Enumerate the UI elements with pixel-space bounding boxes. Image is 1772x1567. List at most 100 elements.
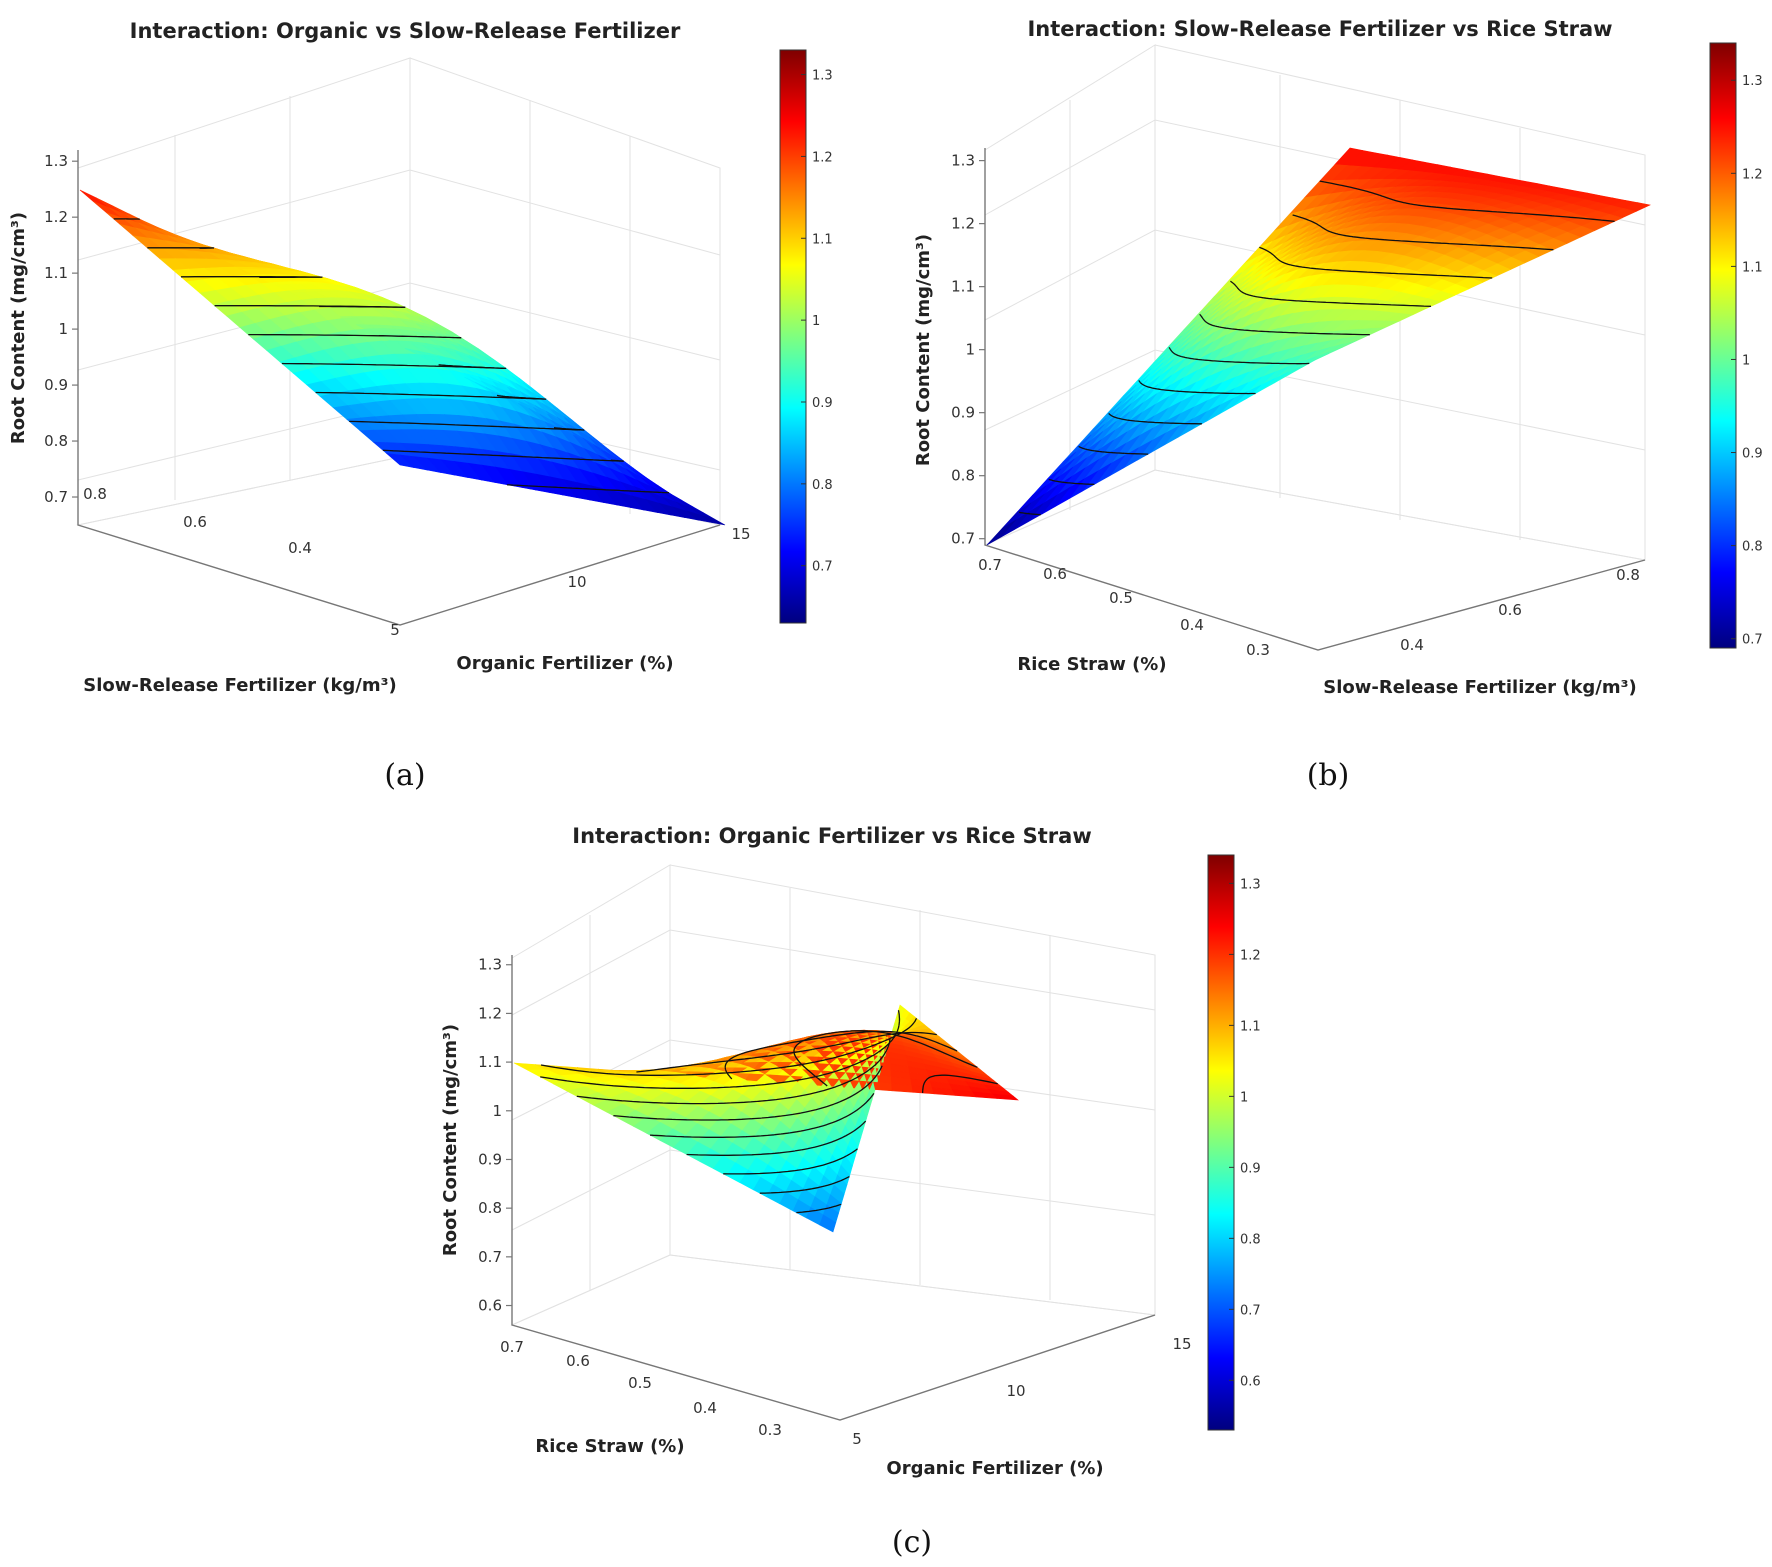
colorbar-tick-label: 0.8 (1240, 1232, 1261, 1247)
panel-b-zlabel: Root Content (mg/cm³) (913, 234, 934, 466)
colorbar-tick-label: 0.9 (1240, 1161, 1261, 1176)
colorbar-tick-label: 1 (812, 314, 820, 329)
panel-b-axes (984, 148, 1646, 651)
panel-c-y-ticks: 0.3 0.4 0.5 0.6 0.7 (500, 1338, 782, 1439)
panel-c-colorbar: 0.6 0.7 0.8 0.9 1 1.1 1.2 1.3 (1207, 854, 1261, 1431)
panel-b-colorbar: 0.7 0.8 0.9 1 1.1 1.2 1.3 (1709, 42, 1763, 649)
panel-b-caption: (b) (1307, 758, 1350, 793)
contour-line (1078, 445, 1149, 455)
colorbar-tick-label: 0.7 (812, 560, 833, 575)
contour-line (1259, 246, 1493, 279)
colorbar-tick-label: 0.8 (812, 478, 833, 493)
x-tick-label: 15 (1172, 1335, 1191, 1353)
x-tick-label: 5 (390, 621, 400, 639)
z-tick-label: 1.3 (478, 956, 502, 974)
x-tick-label: 5 (852, 1430, 862, 1448)
x-tick-label: 10 (567, 573, 586, 591)
y-tick-label: 0.7 (978, 556, 1002, 574)
panel-c-caption: (c) (892, 1525, 932, 1560)
x-tick-label: 0.6 (1498, 601, 1522, 619)
colorbar-tick-label: 0.9 (812, 396, 833, 411)
panel-b-title: Interaction: Slow-Release Fertilizer vs … (1027, 17, 1612, 41)
colorbar-tick-label: 1.1 (812, 232, 833, 247)
contour-line (796, 1203, 842, 1214)
contour-line (1048, 478, 1095, 486)
z-tick-label: 0.8 (951, 467, 975, 485)
contour-line (759, 1176, 850, 1194)
contour-line (1230, 280, 1432, 307)
panel-b-z-ticks: 0.7 0.8 0.9 1 1.1 1.2 1.3 (951, 152, 985, 548)
contour-line (507, 484, 670, 494)
contour-line (613, 1065, 883, 1121)
panel-a-axes (77, 150, 721, 626)
z-tick-label: 0.6 (478, 1297, 502, 1315)
colorbar-bar (1207, 854, 1235, 1431)
colorbar-tick-label: 1.1 (1240, 1019, 1261, 1034)
colorbar-tick-label: 0.8 (1742, 540, 1763, 555)
contour-line (1018, 511, 1041, 516)
x-tick-label: 0.8 (1616, 566, 1640, 584)
colorbar-tick-label: 1.2 (1240, 948, 1261, 963)
contour-line (649, 1093, 875, 1138)
panel-b-y-ticks: 0.3 0.4 0.5 0.6 0.7 (978, 556, 1270, 659)
z-tick-label: 0.7 (478, 1248, 502, 1266)
colorbar-tick-label: 0.7 (1742, 633, 1763, 648)
contour-line (181, 276, 323, 279)
contour-line (349, 420, 585, 431)
panel-c-title: Interaction: Organic Fertilizer vs Rice … (572, 824, 1091, 848)
z-tick-label: 1 (58, 320, 68, 338)
contour-line (793, 1030, 978, 1087)
panel-a-zlabel: Root Content (mg/cm³) (8, 212, 29, 444)
z-tick-label: 1.2 (951, 215, 975, 233)
panel-b-surface (986, 147, 1651, 546)
z-tick-label: 0.7 (44, 488, 68, 506)
y-tick-label: 0.5 (1109, 589, 1133, 607)
y-tick-label: 0.7 (500, 1338, 524, 1356)
colorbar-tick-label: 1 (1240, 1090, 1248, 1105)
contour-line (248, 333, 462, 339)
contour-line (281, 362, 507, 370)
y-tick-label: 0.3 (758, 1421, 782, 1439)
colorbar-bar (779, 49, 807, 624)
contour-line (1292, 214, 1554, 251)
contour-line (723, 1148, 858, 1175)
panel-a-surface (79, 189, 726, 526)
colorbar-tick-label: 1.3 (812, 69, 833, 84)
contour-line (576, 1037, 891, 1105)
z-tick-label: 0.7 (951, 530, 975, 548)
panel-b: Interaction: Slow-Release Fertilizer vs … (913, 17, 1763, 793)
x-tick-label: 15 (731, 525, 750, 543)
panel-c-xlabel: Organic Fertilizer (%) (886, 1458, 1103, 1479)
contour-line (686, 1120, 867, 1156)
z-tick-label: 1 (965, 341, 975, 359)
panel-a-ylabel: Slow-Release Fertilizer (kg/m³) (83, 675, 397, 696)
surface-patch (992, 1093, 1019, 1101)
z-tick-label: 1.2 (44, 208, 68, 226)
y-tick-label: 0.8 (83, 485, 107, 503)
z-tick-label: 0.9 (951, 404, 975, 422)
y-tick-label: 0.4 (1180, 616, 1204, 634)
panel-c-axes (511, 955, 1156, 1421)
x-tick-label: 10 (1006, 1382, 1025, 1400)
panel-a-title: Interaction: Organic vs Slow-Release Fer… (130, 19, 681, 43)
y-tick-label: 0.5 (628, 1374, 652, 1392)
z-tick-label: 0.8 (478, 1199, 502, 1217)
panel-c: Interaction: Organic Fertilizer vs Rice … (440, 824, 1261, 1560)
colorbar-tick-label: 1.1 (1742, 260, 1763, 275)
contour-line (315, 391, 547, 400)
panel-c-zlabel: Root Content (mg/cm³) (440, 1024, 461, 1256)
contour-line (1319, 180, 1615, 223)
y-tick-label: 0.4 (288, 539, 312, 557)
panel-a-z-ticks: 0.7 0.8 0.9 1 1.1 1.2 1.3 (44, 152, 78, 506)
contour-line (382, 449, 624, 462)
panel-a-y-ticks: 0.4 0.6 0.8 (83, 485, 312, 557)
y-tick-label: 0.6 (183, 513, 207, 531)
panel-c-x-ticks: 5 10 15 (852, 1335, 1191, 1448)
z-tick-label: 0.9 (478, 1150, 502, 1168)
y-tick-label: 0.4 (693, 1399, 717, 1417)
panel-a-colorbar: 0.7 0.8 0.9 1 1.1 1.2 1.3 (779, 49, 833, 624)
surface-patch (79, 189, 110, 209)
y-tick-label: 0.6 (1043, 565, 1067, 583)
y-tick-label: 0.6 (566, 1352, 590, 1370)
